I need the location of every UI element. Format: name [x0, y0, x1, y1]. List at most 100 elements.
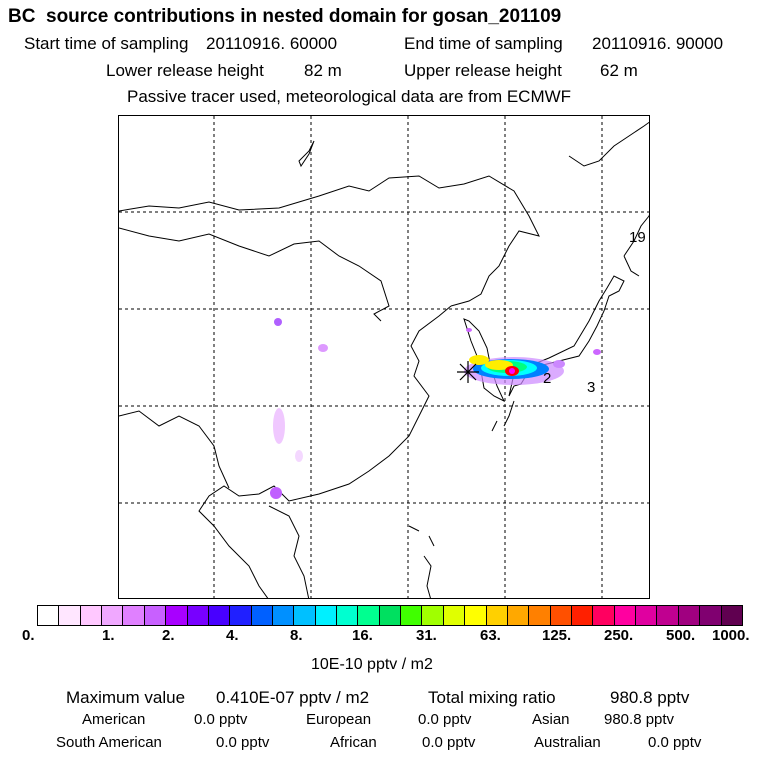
- upper-height-value: 62 m: [600, 61, 638, 80]
- scale-tick-label: 8.: [290, 627, 303, 644]
- end-time-value: 20110916. 90000: [592, 34, 724, 53]
- japan-hokkaido: [623, 214, 649, 277]
- plume-patch-2: [318, 344, 328, 352]
- max-value: 0.410E-07 pptv / m2: [216, 688, 370, 707]
- scale-tick-label: 0.: [22, 627, 35, 644]
- tracer-note: Passive tracer used, meteorological data…: [127, 87, 572, 106]
- plume-patch-1: [274, 318, 282, 326]
- plume-patch-4: [270, 487, 282, 499]
- border-mongolia: [119, 227, 390, 322]
- end-time-label: End time of sampling: [404, 34, 563, 53]
- china-coast: [198, 305, 452, 598]
- scale-cell: [401, 606, 423, 625]
- grid-lines: [119, 116, 649, 598]
- map-label-19: 19: [629, 229, 646, 246]
- scale-tick-label: 63.: [480, 627, 501, 644]
- african-value: 0.0 pptv: [422, 734, 476, 751]
- scale-unit: 10E-10 pptv / m2: [311, 656, 433, 673]
- scale-cell: [251, 606, 273, 625]
- scale-cell: [38, 606, 60, 625]
- scale-cell: [486, 606, 508, 625]
- plume-core: [509, 368, 515, 374]
- total-mixing-value: 980.8 pptv: [610, 688, 690, 707]
- map-panel: 19 2 3: [118, 115, 650, 599]
- plume-yellow: [485, 360, 513, 370]
- australian-value: 0.0 pptv: [648, 734, 702, 751]
- scale-cell: [700, 606, 722, 625]
- total-mixing-label: Total mixing ratio: [428, 688, 556, 707]
- american-value: 0.0 pptv: [194, 711, 248, 728]
- scale-cell: [315, 606, 338, 625]
- map-label-3: 3: [587, 379, 596, 396]
- asian-value: 980.8 pptv: [604, 711, 675, 728]
- philippines: [408, 525, 435, 598]
- plume-east: [553, 360, 565, 368]
- scale-tick-label: 1000.: [712, 627, 750, 644]
- scale-cell: [721, 606, 742, 625]
- plume-patch-5: [295, 450, 303, 462]
- scale-tick-label: 31.: [416, 627, 437, 644]
- american-label: American: [82, 711, 146, 728]
- scale-cell: [571, 606, 594, 625]
- scale-cell: [550, 606, 572, 625]
- asian-label: Asian: [532, 711, 570, 728]
- ryukyu-islands: [491, 400, 515, 432]
- border-indochina: [268, 505, 310, 598]
- scale-cell: [208, 606, 231, 625]
- scale-cell: [507, 606, 530, 625]
- scale-cell: [187, 606, 209, 625]
- scale-cell: [657, 606, 679, 625]
- border-southwest: [119, 410, 230, 489]
- scale-tick-label: 16.: [352, 627, 373, 644]
- scale-tick-label: 500.: [666, 627, 696, 644]
- scale-cell: [272, 606, 295, 625]
- scale-cell: [593, 606, 615, 625]
- scale-tick-label: 125.: [542, 627, 572, 644]
- max-value-label: Maximum value: [66, 688, 186, 707]
- scale-cell: [337, 606, 359, 625]
- south-american-label: South American: [56, 734, 162, 751]
- scale-cell: [678, 606, 701, 625]
- start-time-label: Start time of sampling: [24, 34, 189, 53]
- scale-cell: [614, 606, 637, 625]
- chart-title: BC source contributions in nested domain…: [8, 6, 562, 27]
- scale-cell: [80, 606, 103, 625]
- scale-cell: [144, 606, 167, 625]
- lower-height-value: 82 m: [304, 61, 342, 80]
- map-canvas: [119, 116, 649, 598]
- scale-tick-label: 4.: [226, 627, 239, 644]
- border-north: [119, 175, 540, 307]
- scale-cell: [166, 606, 188, 625]
- european-label: European: [306, 711, 372, 728]
- scale-cell: [636, 606, 658, 625]
- plume-far-east: [593, 349, 601, 355]
- scale-tick-label: 250.: [604, 627, 634, 644]
- scale-cell: [422, 606, 444, 625]
- start-time-value: 20110916. 60000: [206, 34, 338, 53]
- plume-patch-3: [273, 408, 285, 444]
- australian-label: Australian: [534, 734, 601, 751]
- sakhalin-coast: [568, 121, 649, 167]
- scale-cell: [358, 606, 380, 625]
- scale-cell: [102, 606, 124, 625]
- scale-cell: [443, 606, 466, 625]
- scale-cell: [59, 606, 81, 625]
- scale-cell: [123, 606, 145, 625]
- scale-cell: [294, 606, 316, 625]
- lake-baikal: [298, 140, 315, 168]
- african-label: African: [330, 734, 377, 751]
- plume-korea: [466, 328, 472, 332]
- upper-height-label: Upper release height: [404, 61, 562, 80]
- european-value: 0.0 pptv: [418, 711, 472, 728]
- plume-west: [469, 355, 489, 365]
- scale-tick-label: 1.: [102, 627, 115, 644]
- receptor-star-icon: [457, 361, 479, 383]
- map-label-2: 2: [543, 370, 552, 387]
- lower-height-label: Lower release height: [106, 61, 264, 80]
- scale-cell: [465, 606, 487, 625]
- scale-cell: [230, 606, 252, 625]
- scale-tick-label: 2.: [162, 627, 175, 644]
- tracer-plume: [270, 318, 601, 499]
- south-american-value: 0.0 pptv: [216, 734, 270, 751]
- scale-cell: [379, 606, 402, 625]
